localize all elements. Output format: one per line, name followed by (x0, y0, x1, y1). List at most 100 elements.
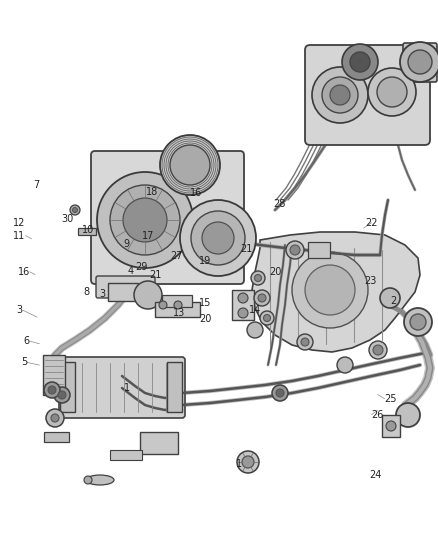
Circle shape (337, 357, 353, 373)
Bar (108, 283, 138, 301)
Text: 1: 1 (124, 383, 130, 393)
Text: 13: 13 (173, 309, 185, 318)
Circle shape (251, 271, 265, 285)
Text: 3: 3 (17, 305, 23, 315)
Circle shape (276, 389, 284, 397)
Text: 2: 2 (391, 296, 397, 306)
Circle shape (380, 288, 400, 308)
Circle shape (159, 301, 167, 309)
Text: 5: 5 (21, 358, 27, 367)
Text: 30: 30 (62, 214, 74, 223)
Text: 21: 21 (240, 245, 252, 254)
Circle shape (180, 200, 256, 276)
Circle shape (408, 50, 432, 74)
Circle shape (174, 301, 182, 309)
Text: 26: 26 (371, 410, 384, 419)
Circle shape (258, 294, 266, 302)
FancyBboxPatch shape (59, 357, 185, 418)
Bar (155, 302, 200, 317)
Bar (308, 242, 330, 258)
Text: 7: 7 (33, 181, 39, 190)
Text: 29: 29 (135, 262, 147, 271)
Bar (140, 432, 178, 454)
Text: 10: 10 (82, 225, 95, 235)
Text: 3: 3 (99, 289, 105, 299)
Circle shape (312, 67, 368, 123)
FancyBboxPatch shape (96, 276, 155, 298)
Bar (167, 362, 182, 412)
Bar (78, 228, 96, 235)
Text: 19: 19 (199, 256, 211, 266)
Circle shape (134, 281, 162, 309)
Text: 14: 14 (249, 305, 261, 315)
Circle shape (373, 345, 383, 355)
Text: 6: 6 (24, 336, 30, 346)
Bar (44, 432, 69, 442)
Bar (162, 295, 192, 307)
Circle shape (369, 341, 387, 359)
Text: 15: 15 (199, 298, 211, 308)
Text: 28: 28 (273, 199, 286, 208)
Circle shape (48, 386, 56, 394)
Bar (110, 450, 142, 460)
Text: 18: 18 (146, 187, 159, 197)
Circle shape (237, 451, 259, 473)
Circle shape (242, 456, 254, 468)
Text: 8: 8 (84, 287, 90, 297)
Circle shape (73, 207, 78, 213)
Circle shape (305, 265, 355, 315)
Circle shape (97, 172, 193, 268)
Circle shape (264, 314, 271, 321)
Text: 16: 16 (190, 188, 202, 198)
Text: 21: 21 (149, 270, 162, 280)
Ellipse shape (86, 475, 114, 485)
FancyBboxPatch shape (305, 45, 430, 145)
Circle shape (400, 42, 438, 82)
FancyBboxPatch shape (403, 43, 437, 82)
Circle shape (322, 77, 358, 113)
Circle shape (160, 135, 220, 195)
Text: 12: 12 (13, 218, 25, 228)
Circle shape (247, 322, 263, 338)
Bar (382, 415, 400, 437)
Circle shape (377, 77, 407, 107)
Circle shape (70, 205, 80, 215)
Circle shape (292, 252, 368, 328)
Text: 23: 23 (364, 277, 376, 286)
Circle shape (350, 52, 370, 72)
Text: 11: 11 (13, 231, 25, 240)
Text: 20: 20 (269, 267, 281, 277)
Circle shape (44, 382, 60, 398)
Circle shape (260, 311, 274, 325)
Circle shape (396, 403, 420, 427)
Bar (232, 290, 254, 320)
Circle shape (254, 274, 261, 281)
Circle shape (191, 211, 245, 265)
Circle shape (46, 409, 64, 427)
Circle shape (123, 198, 167, 242)
Circle shape (386, 421, 396, 431)
Text: 9: 9 (123, 239, 129, 249)
Circle shape (297, 334, 313, 350)
Polygon shape (252, 232, 420, 352)
Circle shape (110, 185, 180, 255)
Circle shape (202, 222, 234, 254)
Circle shape (58, 391, 66, 399)
Circle shape (342, 44, 378, 80)
Circle shape (272, 385, 288, 401)
Circle shape (404, 308, 432, 336)
Text: 24: 24 (370, 471, 382, 480)
Text: 17: 17 (142, 231, 154, 240)
Circle shape (290, 245, 300, 255)
Circle shape (254, 290, 270, 306)
Text: 27: 27 (170, 251, 182, 261)
Text: 25: 25 (385, 394, 397, 403)
Text: 16: 16 (18, 267, 30, 277)
Circle shape (238, 308, 248, 318)
Circle shape (51, 414, 59, 422)
Text: 22: 22 (365, 218, 378, 228)
Circle shape (286, 241, 304, 259)
Text: 1: 1 (236, 459, 242, 469)
Text: 20: 20 (199, 314, 211, 324)
Circle shape (410, 314, 426, 330)
